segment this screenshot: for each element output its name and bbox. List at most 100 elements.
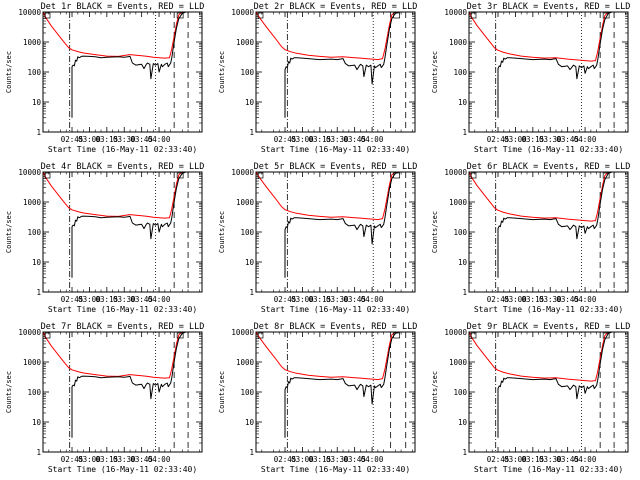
corner-box-left — [257, 332, 264, 339]
x-axis-label: Start Time (16-May-11 02:33:40) — [261, 305, 410, 314]
x-axis-label: Start Time (16-May-11 02:33:40) — [261, 465, 410, 474]
corner-box — [393, 332, 400, 339]
x-axis-label: Start Time (16-May-11 02:33:40) — [48, 305, 197, 314]
x-tick-label: 03:15 — [96, 135, 119, 144]
corner-box — [602, 172, 610, 179]
corner-box — [393, 12, 400, 19]
y-tick-label: 100 — [453, 388, 467, 397]
corner-box-left — [257, 172, 264, 179]
y-axis-label: Counts/sec — [5, 211, 13, 253]
events-series-line — [284, 12, 415, 118]
y-tick-label: 1000 — [449, 38, 468, 47]
detector-panel-3: Det 3r BLACK = Events, RED = LLD Counts/s… — [431, 2, 630, 154]
x-tick-label: 03:00 — [78, 135, 101, 144]
x-tick-label: 03:15 — [309, 455, 332, 464]
panel-title: Det 6r BLACK = Events, RED = LLD — [467, 162, 631, 172]
y-tick-label: 10 — [245, 258, 255, 267]
corner-box — [393, 172, 400, 179]
events-series-line — [497, 172, 628, 278]
x-tick-label: 03:15 — [96, 455, 119, 464]
x-tick-label: 04:00 — [148, 295, 171, 304]
x-tick-label: 03:45 — [556, 135, 579, 144]
x-tick-label: 03:45 — [556, 455, 579, 464]
x-tick-label: 03:00 — [504, 455, 527, 464]
x-axis-label: Start Time (16-May-11 02:33:40) — [474, 305, 623, 314]
y-tick-label: 10 — [32, 98, 42, 107]
x-tick-label: 03:00 — [78, 295, 101, 304]
detector-panel-4: Det 4r BLACK = Events, RED = LLD Counts/s… — [5, 162, 204, 314]
panel-title: Det 2r BLACK = Events, RED = LLD — [254, 2, 418, 12]
plot-frame — [468, 171, 629, 293]
detector-panel-9: Det 9r BLACK = Events, RED = LLD Counts/s… — [431, 322, 630, 474]
y-axis-label: Counts/sec — [218, 371, 226, 413]
y-tick-label: 10000 — [231, 168, 254, 177]
x-tick-label: 03:30 — [539, 295, 562, 304]
corner-box — [602, 332, 610, 339]
panel-title: Det 7r BLACK = Events, RED = LLD — [41, 322, 205, 332]
x-tick-label: 04:00 — [361, 455, 384, 464]
x-tick-label: 03:30 — [326, 455, 349, 464]
x-tick-label: 02:45 — [274, 135, 297, 144]
detector-panel-5: Det 5r BLACK = Events, RED = LLD Counts/s… — [218, 162, 417, 314]
corner-box-left — [257, 12, 264, 19]
events-series-line — [497, 332, 628, 438]
x-tick-label: 03:30 — [113, 295, 136, 304]
plot-frame — [468, 11, 629, 133]
y-tick-label: 10 — [458, 418, 468, 427]
plot-frame — [468, 331, 629, 453]
y-tick-label: 100 — [453, 68, 467, 77]
panel-title: Det 3r BLACK = Events, RED = LLD — [467, 2, 631, 12]
x-tick-label: 03:45 — [343, 295, 366, 304]
detector-panel-2: Det 2r BLACK = Events, RED = LLD Counts/s… — [218, 2, 417, 154]
events-series-line — [497, 12, 628, 118]
x-axis-label: Start Time (16-May-11 02:33:40) — [474, 465, 623, 474]
x-tick-label: 04:00 — [574, 135, 597, 144]
x-tick-label: 02:45 — [61, 455, 84, 464]
lld-series-line — [256, 12, 415, 61]
plot-frame — [42, 171, 203, 293]
lld-series-line — [469, 332, 628, 382]
events-series-line — [71, 332, 202, 438]
panel-title: Det 1r BLACK = Events, RED = LLD — [41, 2, 205, 12]
y-axis-label: Counts/sec — [5, 51, 13, 93]
detector-panel-7: Det 7r BLACK = Events, RED = LLD Counts/s… — [5, 322, 204, 474]
y-tick-label: 10 — [458, 98, 468, 107]
x-tick-label: 03:45 — [556, 295, 579, 304]
x-tick-label: 03:45 — [130, 295, 153, 304]
panel-title: Det 8r BLACK = Events, RED = LLD — [254, 322, 418, 332]
x-tick-label: 03:45 — [130, 455, 153, 464]
x-tick-label: 04:00 — [574, 455, 597, 464]
lld-series-line — [256, 172, 415, 221]
x-tick-label: 03:15 — [522, 295, 545, 304]
corner-box-left — [470, 12, 477, 19]
detector-panel-6: Det 6r BLACK = Events, RED = LLD Counts/s… — [431, 162, 630, 314]
x-tick-label: 03:45 — [343, 135, 366, 144]
y-tick-label: 1 — [462, 448, 467, 457]
y-tick-label: 10000 — [231, 328, 254, 337]
plot-frame — [255, 171, 416, 293]
x-tick-label: 03:00 — [504, 295, 527, 304]
y-tick-label: 1000 — [449, 198, 468, 207]
plot-frame — [255, 331, 416, 453]
plot-frame — [42, 331, 203, 453]
y-tick-label: 10 — [32, 258, 42, 267]
y-tick-label: 10000 — [18, 328, 41, 337]
lld-series-line — [469, 12, 628, 62]
y-tick-label: 10000 — [444, 328, 467, 337]
x-axis-label: Start Time (16-May-11 02:33:40) — [474, 145, 623, 154]
y-axis-label: Counts/sec — [5, 371, 13, 413]
plot-frame — [42, 11, 203, 133]
x-tick-label: 03:00 — [291, 295, 314, 304]
y-tick-label: 1 — [36, 128, 41, 137]
x-tick-label: 02:45 — [487, 295, 510, 304]
y-tick-label: 1 — [36, 448, 41, 457]
y-tick-label: 10000 — [231, 8, 254, 17]
x-tick-label: 03:15 — [309, 135, 332, 144]
y-tick-label: 10000 — [444, 168, 467, 177]
y-tick-label: 1000 — [23, 358, 42, 367]
corner-box — [602, 12, 610, 19]
y-tick-label: 1000 — [23, 38, 42, 47]
y-axis-label: Counts/sec — [431, 371, 439, 413]
x-tick-label: 03:45 — [130, 135, 153, 144]
